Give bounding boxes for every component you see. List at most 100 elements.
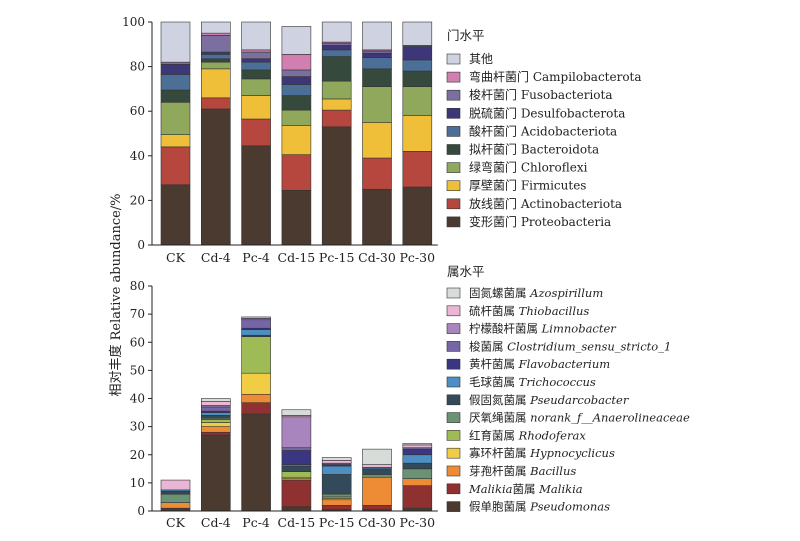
bar-segment-CK-6 xyxy=(160,491,191,495)
x-tick-label: Cd-15 xyxy=(278,515,316,530)
bar-segment-Cd-15-10 xyxy=(281,416,312,449)
bar-segment-Cd-15-1 xyxy=(281,479,312,508)
legend-label: 梭菌属 Clostridium_sensu_stricto_1 xyxy=(469,339,671,353)
legend-swatch xyxy=(446,483,461,495)
y-axis-label: 相对丰度 Relative abundance/% xyxy=(108,193,124,396)
bar-segment-CK-2 xyxy=(160,134,191,148)
x-tick-label: Pc-4 xyxy=(242,515,270,530)
bar-segment-Pc-4-2 xyxy=(241,393,271,404)
bar-segment-Cd-30-2 xyxy=(362,122,392,159)
bar-segment-Cd-4-11 xyxy=(201,401,231,406)
bar-segment-Pc-15-1 xyxy=(321,109,352,128)
bar-segment-Cd-4-12 xyxy=(201,398,231,402)
legend-swatch xyxy=(446,287,461,299)
bar-segment-Pc-4-5 xyxy=(241,61,271,71)
bar-segment-Cd-4-5 xyxy=(201,54,231,60)
bar-segment-Pc-15-4 xyxy=(321,56,352,82)
y-tick-label: 80 xyxy=(130,60,145,74)
legend-label: 芽孢杆菌属 Bacillus xyxy=(469,464,576,478)
bar-segment-CK-11 xyxy=(160,479,191,491)
bar-segment-Pc-15-1 xyxy=(321,505,352,510)
legend-label: 绿弯菌门 Chloroflexi xyxy=(469,160,588,175)
bar-segment-CK-0 xyxy=(160,184,191,246)
bar-segment-Cd-15-2 xyxy=(281,125,312,155)
legend-swatch xyxy=(446,447,461,459)
bar-segment-Cd-15-8 xyxy=(281,54,312,71)
legend-label: 黄杆菌属 Flavobacterium xyxy=(469,357,610,371)
bar-segment-Cd-30-5 xyxy=(362,57,392,70)
y-tick-label: 10 xyxy=(130,476,145,490)
legend-label: 其他 xyxy=(469,52,493,66)
bar-segment-Cd-30-2 xyxy=(362,476,392,506)
bar-segment-CK-3 xyxy=(160,101,191,135)
x-tick-label: Pc-15 xyxy=(319,515,355,530)
legend-swatch xyxy=(446,341,461,352)
bar-segment-Cd-4-3 xyxy=(201,61,231,70)
x-tick-label: Cd-4 xyxy=(201,515,231,530)
legend-label: 变形菌门 Proteobacteria xyxy=(469,214,611,229)
x-tick-label: Cd-15 xyxy=(278,250,316,265)
bar-segment-Pc-4-3 xyxy=(241,78,271,96)
genus-chart: CK Cd-4 Pc-4 Cd-15 Pc-15 Cd-30 Pc-30 0 10 20 30 40 5… xyxy=(130,264,690,530)
legend-swatch xyxy=(446,323,461,334)
x-tick-label: CK xyxy=(166,515,186,530)
bar-segment-Cd-4-2 xyxy=(201,68,231,99)
bar-segment-Cd-30-7 xyxy=(362,50,392,54)
bar-segment-Pc-30-0 xyxy=(402,186,433,246)
legend-swatch xyxy=(446,358,461,370)
bar-segment-CK-2 xyxy=(160,502,191,509)
legend-swatch xyxy=(446,71,461,83)
legend-swatch xyxy=(446,198,461,210)
legend-swatch xyxy=(446,144,461,155)
x-tick-label: CK xyxy=(166,250,186,265)
bar-segment-Cd-15-4 xyxy=(281,471,312,478)
bar-segment-Pc-30-7 xyxy=(402,454,433,464)
legend-label: 拟杆菌门 Bacteroidota xyxy=(469,142,599,157)
bar-segment-Pc-4-0 xyxy=(241,145,271,246)
bar-segment-Pc-4-4 xyxy=(241,336,271,374)
bar-segment-Pc-15-9 xyxy=(321,21,352,43)
legend-swatch xyxy=(446,376,461,388)
legend-label: 寡环杆菌属 Hypnocyclicus xyxy=(469,446,615,460)
bar-segment-Cd-4-0 xyxy=(201,434,231,512)
bar-segment-Pc-4-0 xyxy=(241,413,271,512)
bar-segment-Pc-4-9 xyxy=(241,319,271,329)
bar-segment-Cd-15-5 xyxy=(281,84,312,96)
bar-segment-CK-5 xyxy=(160,74,191,91)
legend-label: 厌氧绳菌属 norank_f__Anaerolineaceae xyxy=(469,411,690,425)
y-tick-label: 20 xyxy=(130,193,145,207)
bar-segment-Pc-4-4 xyxy=(241,69,271,80)
bar-segment-Pc-4-6 xyxy=(241,58,271,63)
bar-segment-Cd-4-4 xyxy=(201,58,231,63)
bar-segment-Cd-30-6 xyxy=(362,52,392,58)
bar-segment-Cd-30-4 xyxy=(362,68,392,87)
bar-segment-Pc-30-2 xyxy=(402,115,433,152)
legend-swatch xyxy=(446,394,461,406)
legend-swatch xyxy=(446,53,461,65)
y-tick-label: 30 xyxy=(130,420,145,434)
bar-segment-Cd-15-0 xyxy=(281,190,312,246)
legend-swatch xyxy=(446,465,461,477)
bar-segment-Pc-15-5 xyxy=(321,493,352,498)
bar-segment-Pc-4-1 xyxy=(241,402,271,415)
y-tick-label: 60 xyxy=(130,335,145,349)
bar-segment-Cd-4-4 xyxy=(201,419,231,423)
legend-swatch xyxy=(446,216,461,228)
bar-segment-Pc-15-0 xyxy=(321,126,352,246)
legend-label: 柠檬酸杆菌属 Limnobacter xyxy=(469,322,617,336)
bar-segment-Pc-4-8 xyxy=(241,49,271,53)
bar-segment-Cd-4-6 xyxy=(201,415,231,419)
bar-segment-Pc-30-8 xyxy=(402,448,433,456)
legend-label: 酸杆菌门 Acidobacteriota xyxy=(469,123,617,138)
bar-segment-Cd-30-3 xyxy=(362,86,392,123)
bar-segment-Cd-4-8 xyxy=(201,32,231,36)
bar-segment-Pc-30-6 xyxy=(402,462,433,470)
y-tick-label: 40 xyxy=(130,392,145,406)
legend-swatch xyxy=(446,162,461,173)
bar-segment-Cd-15-6 xyxy=(281,76,312,85)
bar-segment-Pc-15-5 xyxy=(321,49,352,57)
legend-label: 脱硫菌门 Desulfobacterota xyxy=(469,105,625,120)
bar-segment-Cd-4-0 xyxy=(201,108,231,246)
y-tick-label: 60 xyxy=(130,104,145,118)
